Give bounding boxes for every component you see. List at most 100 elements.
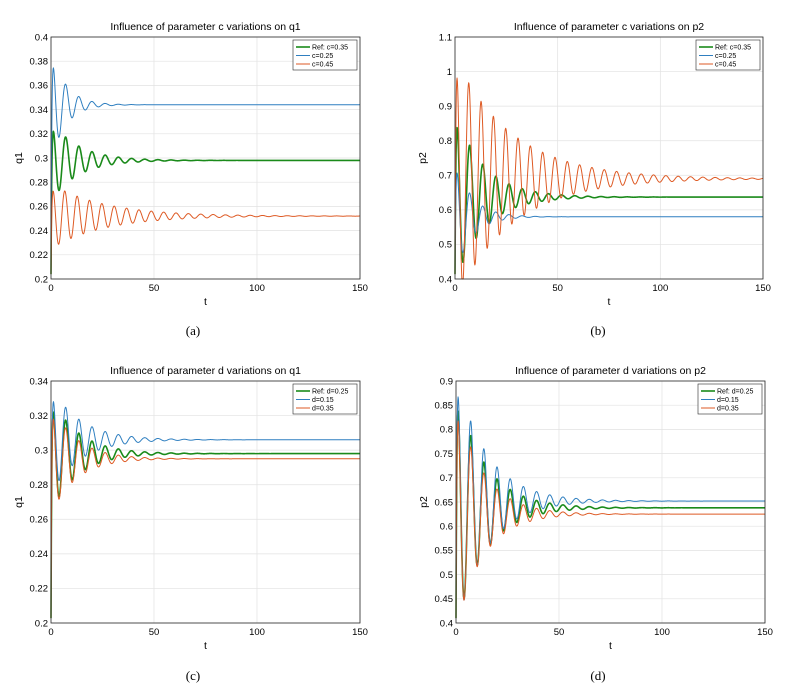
series-line-1 [455,410,766,619]
x-tick-label: 150 [757,627,773,638]
y-tick-label: 1.1 [439,32,452,43]
y-tick-label: 0.38 [30,57,49,68]
chart-title: Influence of parameter d variations on q… [110,365,301,377]
y-tick-label: 0.7 [439,171,452,182]
axes-box [455,380,766,624]
y-tick-label: 0.45 [435,594,454,605]
y-tick-label: 0.8 [439,136,452,147]
y-tick-label: 0.65 [435,497,454,508]
chart-panel-4: 0 50 100 150 0.4 0.45 0.5 0.55 0.6 0.65 0.7 0.75 0.8… [418,365,773,683]
plot-area [455,37,763,279]
y-tick-label: 0.4 [35,32,48,43]
legend-entry: c=0.25 [715,53,736,60]
y-tick-label: 0.32 [30,411,49,422]
chart-panel-3: 0 50 100 150 0.2 0.22 0.24 0.26 0.28 0.3 0.32 0.34 I… [13,365,368,683]
series-line-3 [50,418,361,619]
y-tick-label: 0.55 [435,546,454,557]
x-tick-label: 100 [249,283,265,294]
x-axis-label: t [204,296,207,308]
chart-title: Influence of parameter c variations on q… [110,21,300,33]
y-axis-label: p2 [417,152,429,164]
legend-entry: c=0.45 [715,61,736,68]
y-tick-label: 0.5 [439,240,452,251]
series-line-2 [50,67,361,275]
y-axis-label: q1 [13,152,25,164]
x-tick-label: 150 [755,283,771,294]
series-line-1 [50,411,361,619]
chart-title: Influence of parameter d variations on p… [515,365,706,377]
axes-box [454,36,764,280]
series-line-2 [454,172,764,275]
chart-panel-2: 0 50 100 150 0.4 0.5 0.6 0.7 0.8 0.9 1 1.1 Influence… [417,21,771,338]
y-tick-label: 0.28 [30,178,49,189]
x-tick-label: 50 [552,283,563,294]
y-tick-label: 0.7 [440,473,453,484]
legend-entry: Ref: c=0.35 [312,44,348,51]
plot-area [51,381,360,623]
y-tick-label: 0.75 [435,449,454,460]
legend-entry: Ref: c=0.35 [715,44,751,51]
series-line-3 [50,190,361,275]
y-tick-label: 0.26 [30,202,49,213]
panel-label: (b) [590,323,605,338]
panel-label: (d) [590,668,605,683]
legend-entry: Ref: d=0.25 [717,388,753,395]
x-axis-label: t [608,296,611,308]
y-tick-label: 0.2 [35,274,48,285]
x-tick-label: 100 [654,627,670,638]
y-tick-label: 0.5 [440,570,453,581]
legend-box [697,383,763,415]
legend-entry: Ref: d=0.25 [312,388,348,395]
y-tick-label: 0.9 [440,376,453,387]
y-tick-label: 0.4 [440,618,453,629]
chart-title: Influence of parameter c variations on p… [514,21,704,33]
legend-entry: c=0.45 [312,61,333,68]
x-tick-label: 100 [652,283,668,294]
y-tick-label: 0.4 [439,274,452,285]
y-tick-label: 0.26 [30,515,49,526]
y-tick-label: 0.22 [30,250,49,261]
y-tick-label: 0.2 [35,618,48,629]
x-axis-label: t [609,640,612,652]
y-tick-label: 0.3 [35,153,48,164]
y-tick-label: 0.24 [30,549,49,560]
x-tick-label: 150 [352,627,368,638]
x-tick-label: 50 [149,283,160,294]
chart-panel-1: 0 50 100 150 0.2 0.22 0.24 0.26 0.28 0.3 0.32 0.34 0… [13,21,368,338]
x-tick-label: 100 [249,627,265,638]
axes-box [50,36,361,280]
y-tick-label: 0.34 [30,105,49,116]
series-line-2 [455,396,766,619]
x-tick-label: 50 [149,627,160,638]
x-tick-label: 0 [48,627,53,638]
panel-label: (a) [186,323,200,338]
legend: Ref: d=0.25 d=0.15d=0.35 [292,383,358,415]
axes-box [50,380,361,624]
y-axis-label: q1 [13,496,25,508]
legend: Ref: c=0.35 c=0.25c=0.45 [292,39,358,71]
x-tick-label: 50 [554,627,565,638]
series-line-3 [455,420,766,619]
y-tick-label: 0.24 [30,226,49,237]
panel-label: (c) [186,668,200,683]
x-tick-label: 150 [352,283,368,294]
legend-entry: d=0.35 [717,405,739,412]
y-tick-label: 0.36 [30,81,49,92]
y-tick-label: 0.28 [30,480,49,491]
legend-entry: d=0.15 [717,397,739,404]
y-tick-label: 0.6 [440,522,453,533]
legend: Ref: d=0.25 d=0.15d=0.35 [697,383,763,415]
legend-entry: d=0.15 [312,397,334,404]
y-tick-label: 0.8 [440,425,453,436]
series-line-1 [454,126,764,275]
y-tick-label: 0.85 [435,401,454,412]
x-tick-label: 0 [453,627,458,638]
y-tick-label: 1 [447,67,452,78]
legend: Ref: c=0.35 c=0.25c=0.45 [695,39,761,71]
legend-entry: d=0.35 [312,405,334,412]
y-tick-label: 0.32 [30,129,49,140]
y-axis-label: p2 [418,496,430,508]
y-tick-label: 0.6 [439,205,452,216]
x-tick-label: 0 [48,283,53,294]
